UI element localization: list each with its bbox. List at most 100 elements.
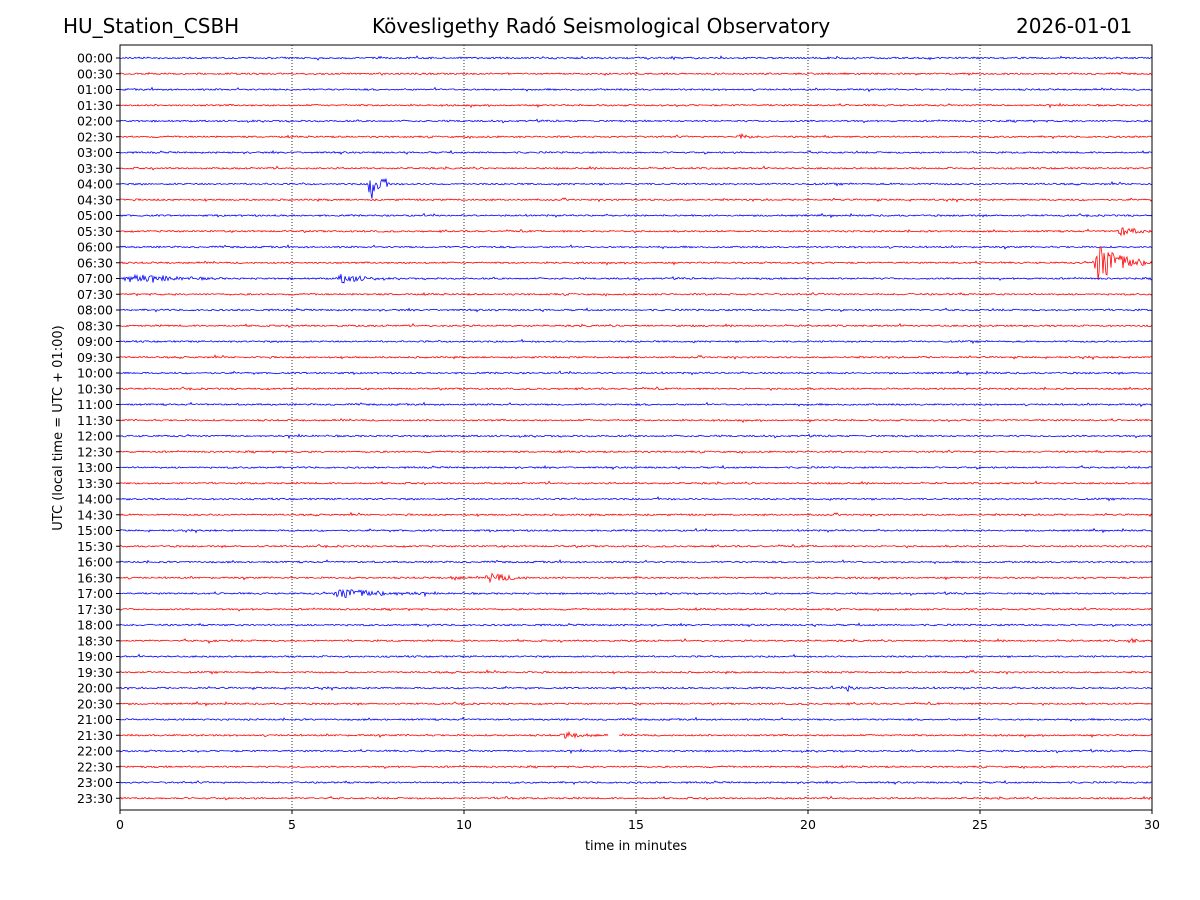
y-tick-label-0530: 05:30 (77, 224, 113, 239)
y-tick-label-0430: 04:30 (77, 192, 113, 207)
trace-1530 (119, 543, 1153, 549)
y-axis-label: UTC (local time = UTC + 01:00) (51, 325, 66, 530)
y-tick-label-2100: 21:00 (77, 712, 113, 727)
date-title: 2026-01-01 (1016, 14, 1133, 38)
y-tick-label-1930: 19:30 (77, 665, 113, 680)
trace-0700 (119, 273, 1153, 284)
y-tick-label-1830: 18:30 (77, 633, 113, 648)
x-ticks: 0 5 10 15 20 25 30 (116, 810, 1160, 832)
x-tick-label-25: 25 (972, 817, 988, 832)
y-ticks: 00:0000:3001:0001:3002:0002:3003:0003:30… (77, 51, 120, 806)
trace-0800 (119, 307, 1153, 313)
y-tick-label-1330: 13:30 (77, 476, 113, 491)
plot-area (120, 45, 1152, 810)
trace-1630 (119, 572, 1153, 584)
traces (119, 55, 1153, 801)
y-tick-label-0330: 03:30 (77, 161, 113, 176)
y-tick-label-1900: 19:00 (77, 649, 113, 664)
trace-0000 (119, 55, 1153, 61)
trace-2100 (119, 716, 1153, 722)
y-tick-label-2330: 23:30 (77, 791, 113, 806)
y-tick-label-2230: 22:30 (77, 759, 113, 774)
y-tick-label-1030: 10:30 (77, 381, 113, 396)
trace-0430 (119, 197, 1153, 203)
x-tick-label-5: 5 (288, 817, 296, 832)
y-tick-label-0230: 02:30 (77, 129, 113, 144)
trace-1100 (119, 401, 1153, 408)
y-tick-label-0930: 09:30 (77, 350, 113, 365)
y-tick-label-1600: 16:00 (77, 555, 113, 570)
trace-0600 (119, 244, 1153, 250)
y-tick-label-1100: 11:00 (77, 397, 113, 412)
x-tick-label-30: 30 (1144, 817, 1160, 832)
observatory-title: Kövesligethy Radó Seismological Observat… (372, 14, 831, 38)
trace-1400 (119, 496, 1153, 502)
trace-0500 (119, 212, 1153, 219)
trace-2300 (119, 779, 1153, 786)
trace-2200 (119, 748, 1153, 755)
y-tick-label-1700: 17:00 (77, 586, 113, 601)
trace-2230 (119, 764, 1153, 770)
y-tick-label-0800: 08:00 (77, 303, 113, 318)
y-tick-label-1800: 18:00 (77, 618, 113, 633)
y-tick-label-0700: 07:00 (77, 271, 113, 286)
y-tick-label-2130: 21:30 (77, 728, 113, 743)
trace-0530 (119, 227, 1153, 237)
trace-1900 (119, 653, 1153, 659)
y-tick-label-1730: 17:30 (77, 602, 113, 617)
trace-1200 (119, 433, 1153, 440)
y-tick-label-0200: 02:00 (77, 114, 113, 129)
y-tick-label-0300: 03:00 (77, 145, 113, 160)
y-tick-label-0000: 00:00 (77, 51, 113, 66)
trace-0030 (119, 71, 1153, 77)
y-tick-label-0630: 06:30 (77, 255, 113, 270)
trace-0630 (119, 246, 1153, 280)
trace-0100 (119, 86, 1153, 93)
trace-2130 (119, 730, 1153, 739)
y-tick-label-1230: 12:30 (77, 444, 113, 459)
y-tick-label-1530: 15:30 (77, 539, 113, 554)
trace-0400 (119, 178, 1153, 199)
x-tick-label-15: 15 (628, 817, 644, 832)
y-tick-label-0130: 01:30 (77, 98, 113, 113)
y-tick-label-2200: 22:00 (77, 744, 113, 759)
x-tick-label-0: 0 (116, 817, 124, 832)
trace-0130 (119, 102, 1153, 109)
trace-1500 (119, 527, 1153, 534)
trace-0930 (119, 354, 1153, 361)
trace-1330 (119, 480, 1153, 486)
x-tick-label-10: 10 (456, 817, 472, 832)
trace-1830 (119, 637, 1153, 645)
y-tick-label-2000: 20:00 (77, 681, 113, 696)
x-tick-label-20: 20 (800, 817, 816, 832)
y-tick-label-1200: 12:00 (77, 429, 113, 444)
y-tick-label-0600: 06:00 (77, 240, 113, 255)
trace-1300 (119, 464, 1153, 471)
trace-1230 (119, 449, 1153, 455)
x-axis-label: time in minutes (585, 839, 687, 854)
y-tick-label-2030: 20:30 (77, 696, 113, 711)
y-tick-label-1430: 14:30 (77, 507, 113, 522)
trace-0330 (119, 165, 1153, 171)
trace-1930 (119, 669, 1153, 675)
trace-1130 (119, 417, 1153, 424)
trace-1000 (119, 370, 1153, 376)
y-tick-label-0500: 05:00 (77, 208, 113, 223)
trace-2030 (119, 701, 1153, 707)
trace-1800 (119, 622, 1153, 628)
trace-1600 (119, 559, 1153, 565)
y-tick-label-1500: 15:00 (77, 523, 113, 538)
y-tick-label-0400: 04:00 (77, 177, 113, 192)
y-tick-label-0900: 09:00 (77, 334, 113, 349)
y-tick-label-0030: 00:30 (77, 66, 113, 81)
trace-2000 (119, 684, 1153, 693)
y-tick-label-1000: 10:00 (77, 366, 113, 381)
trace-1730 (119, 606, 1153, 612)
y-tick-label-0730: 07:30 (77, 287, 113, 302)
trace-1030 (119, 386, 1153, 392)
y-tick-label-0830: 08:30 (77, 318, 113, 333)
station-title: HU_Station_CSBH (63, 14, 240, 38)
y-tick-label-0100: 01:00 (77, 82, 113, 97)
trace-0300 (119, 149, 1153, 156)
